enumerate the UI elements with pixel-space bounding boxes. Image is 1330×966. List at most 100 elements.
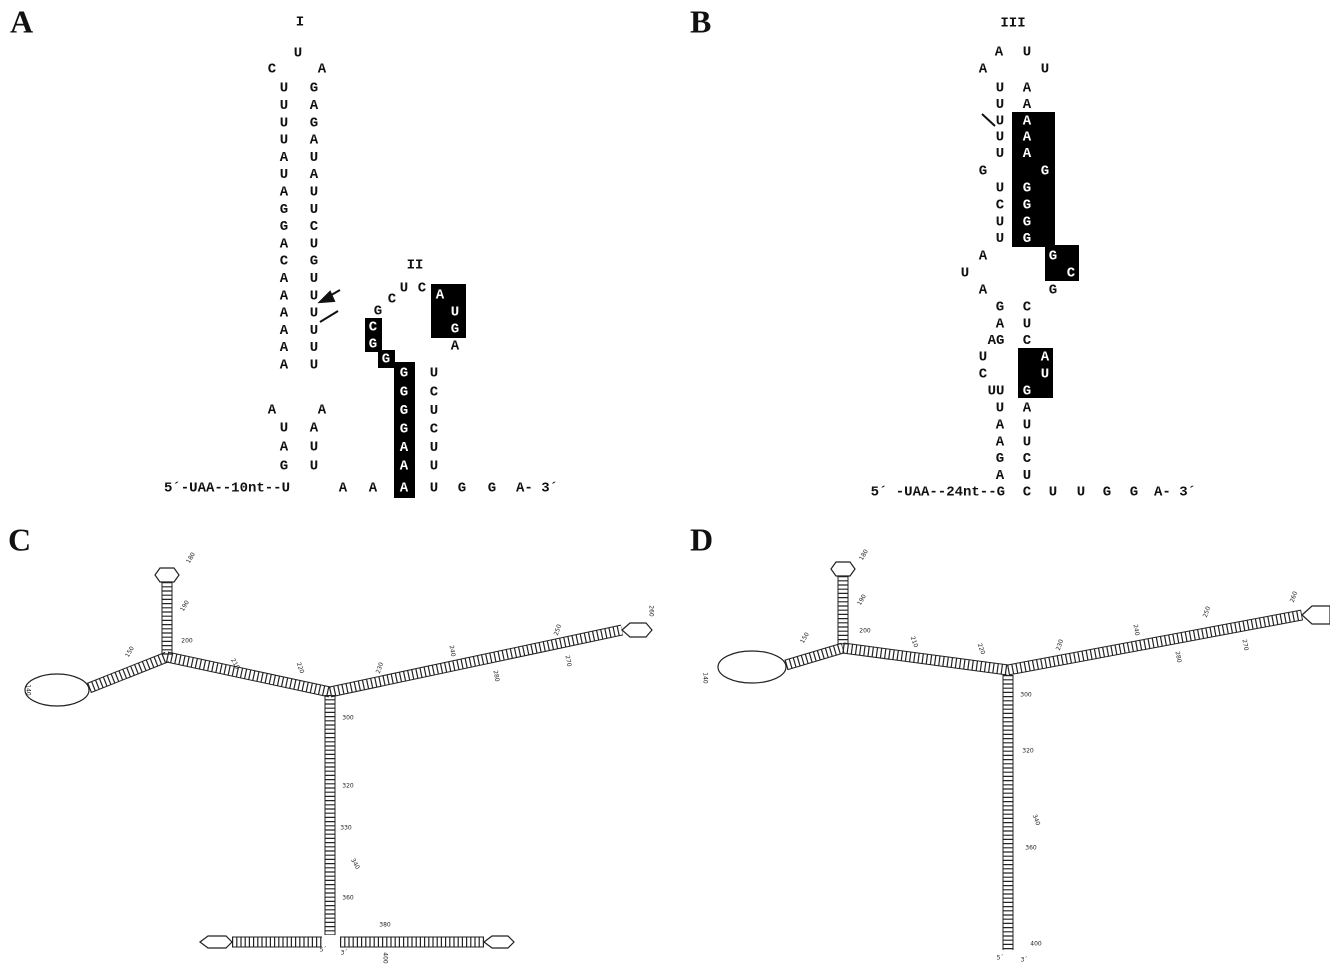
- position-number: 180: [858, 548, 870, 562]
- stem-rungs: [1008, 615, 1302, 670]
- nucleotide: C: [1023, 300, 1032, 316]
- position-number: 140: [25, 684, 32, 696]
- nucleotide: U: [996, 401, 1004, 417]
- nucleotide: C: [1023, 451, 1032, 467]
- nucleotide: U: [1041, 62, 1049, 78]
- nucleotide: C: [430, 422, 439, 438]
- position-number: 330: [340, 825, 352, 832]
- nucleotide: C: [1023, 485, 1032, 501]
- nucleotide: G: [400, 366, 408, 382]
- nucleotide: A: [1023, 130, 1032, 146]
- nucleotide: U: [310, 323, 318, 339]
- panel-label: D: [690, 521, 713, 557]
- position-number: 190: [179, 599, 191, 613]
- nucleotide: UU: [988, 384, 1005, 400]
- panel-label: B: [690, 3, 711, 39]
- nucleotide: G: [1023, 198, 1031, 214]
- nucleotide: A: [310, 98, 319, 114]
- nucleotide: C: [418, 281, 427, 297]
- panel-label: C: [8, 521, 31, 557]
- stem-rungs: [167, 657, 330, 692]
- nucleotide: G: [400, 403, 408, 419]
- stem-strand: [329, 625, 621, 687]
- nucleotide: U: [310, 202, 318, 218]
- nucleotide: G: [1049, 283, 1057, 299]
- nucleotide: G: [1041, 164, 1049, 180]
- nucleotide: G: [458, 481, 466, 497]
- nucleotide: A: [996, 316, 1005, 332]
- stem-label: II: [407, 258, 424, 274]
- nucleotide: A: [280, 236, 289, 252]
- nucleotide: G: [369, 337, 377, 353]
- nucleotide: G: [310, 115, 318, 131]
- figure: A B C D I II III UCAUGUAUGUAAUUAAUGUGCAU…: [0, 0, 1330, 966]
- position-number: 200: [181, 638, 193, 645]
- nucleotide: G: [488, 481, 496, 497]
- nucleotide: U: [310, 185, 318, 201]
- nucleotide: A: [268, 403, 277, 419]
- stem-strand: [1007, 610, 1301, 665]
- nucleotide: G: [996, 300, 1004, 316]
- nucleotide: A: [400, 440, 409, 456]
- nucleotide: A: [451, 339, 460, 355]
- position-number: 340: [1031, 813, 1042, 826]
- nucleotide: AG: [988, 333, 1005, 349]
- nucleotide: G: [1023, 384, 1031, 400]
- position-number: 260: [648, 605, 655, 617]
- position-number: 230: [375, 661, 386, 674]
- nucleotide: U: [996, 81, 1004, 97]
- nucleotide: A: [400, 459, 409, 475]
- position-number: 400: [1030, 941, 1042, 948]
- nucleotide: A: [996, 434, 1005, 450]
- nucleotide: A: [310, 133, 319, 149]
- nucleotide: G: [382, 352, 390, 368]
- nucleotide: A: [280, 358, 289, 374]
- position-number: 300: [342, 715, 354, 722]
- nucleotide: G: [310, 254, 318, 270]
- nucleotide: C: [1023, 333, 1032, 349]
- position-number: 3´: [1021, 957, 1028, 964]
- nucleotide: U: [310, 340, 318, 356]
- nucleotide: G: [1023, 181, 1031, 197]
- nucleotide: U: [310, 306, 318, 322]
- nucleotide: G: [996, 451, 1004, 467]
- nucleotide: U: [310, 358, 318, 374]
- stem-label: III: [1000, 16, 1025, 32]
- position-number: 220: [976, 642, 987, 655]
- nucleotide: 5´ -UAA--24nt--G: [871, 485, 1005, 501]
- nucleotide: A: [436, 288, 445, 304]
- nucleotide: A: [996, 418, 1005, 434]
- nucleotide: G: [280, 202, 288, 218]
- nucleotide: C: [388, 292, 397, 308]
- nucleotide: U: [451, 305, 459, 321]
- nucleotide: A: [280, 271, 289, 287]
- nucleotide: U: [1023, 418, 1031, 434]
- nucleotide: U: [310, 236, 318, 252]
- nucleotide: G: [451, 322, 459, 338]
- nucleotide: U: [996, 97, 1004, 113]
- nucleotide: A: [339, 481, 348, 497]
- nucleotide: A: [280, 185, 289, 201]
- nucleotide: A: [280, 440, 289, 456]
- nucleotide: C: [268, 62, 277, 78]
- stem-rungs: [89, 657, 167, 688]
- position-number: 5´: [997, 955, 1004, 962]
- nucleotide: C: [280, 254, 289, 270]
- nucleotide: U: [280, 115, 288, 131]
- nucleotide: A: [1023, 401, 1032, 417]
- position-number: 190: [856, 593, 868, 607]
- position-number: 300: [1020, 692, 1032, 699]
- position-number: 360: [342, 895, 354, 902]
- position-number: 250: [1202, 605, 1213, 618]
- nucleotide: U: [996, 130, 1004, 146]
- nucleotide: U: [430, 403, 438, 419]
- nucleotide: U: [1023, 45, 1031, 61]
- nucleotide: A: [280, 150, 289, 166]
- nucleotide: U: [310, 459, 318, 475]
- nucleotide: U: [961, 266, 969, 282]
- nucleotide: A: [280, 340, 289, 356]
- position-number: 210: [909, 635, 920, 648]
- stem-label: I: [296, 15, 304, 31]
- position-number: 150: [799, 631, 811, 645]
- nucleotide: U: [430, 481, 438, 497]
